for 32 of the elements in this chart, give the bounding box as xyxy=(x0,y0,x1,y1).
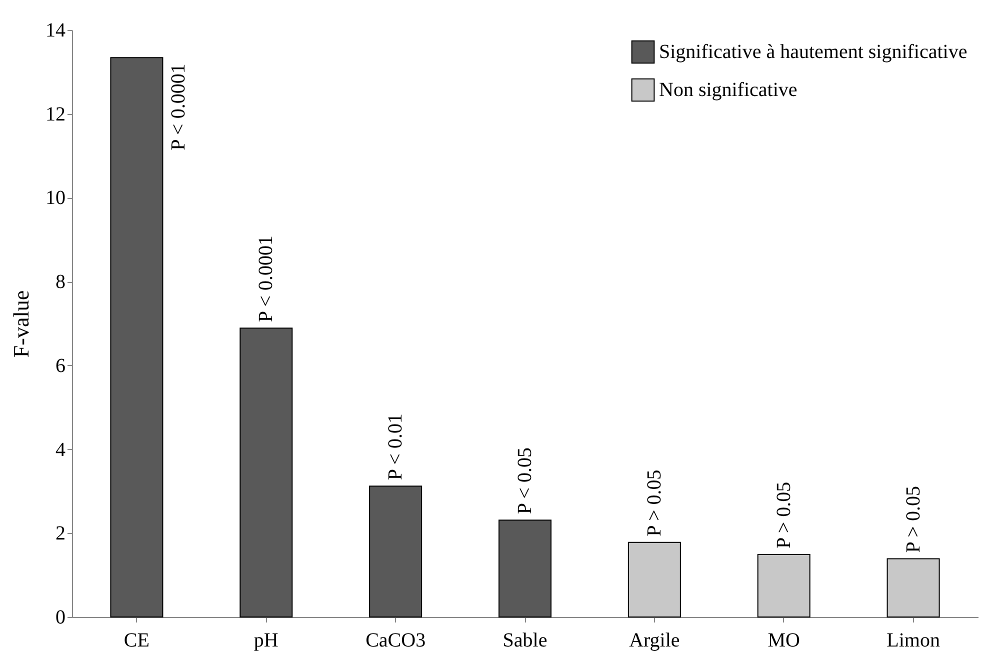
y-tick-label: 14 xyxy=(46,20,66,42)
x-tick-label: CaCO3 xyxy=(366,630,426,652)
x-tick-label: pH xyxy=(254,630,278,652)
y-tick-label: 4 xyxy=(56,438,66,461)
y-tick-label: 8 xyxy=(56,271,66,294)
y-tick-label: 0 xyxy=(56,606,66,628)
legend-label: Non significative xyxy=(659,79,798,101)
bar xyxy=(498,520,552,618)
bar xyxy=(240,328,293,618)
x-tick-label: Sable xyxy=(502,630,548,652)
y-tick-label: 6 xyxy=(56,354,66,377)
x-tick-label: MO xyxy=(768,630,800,652)
x-tick-label: Argile xyxy=(629,630,680,652)
text: P < 0.0001 xyxy=(255,235,278,322)
y-tick-label: 12 xyxy=(46,103,66,126)
x-tick-label: Limon xyxy=(886,630,940,652)
legend-label: Significative à hautement significative xyxy=(659,41,968,63)
bar xyxy=(757,554,810,618)
x-tick-label: CE xyxy=(124,630,150,652)
text: P < 0.0001 xyxy=(168,64,190,150)
bar xyxy=(110,57,164,618)
bar xyxy=(369,486,422,618)
y-tick-label: 2 xyxy=(56,522,66,545)
text: P > 0.05 xyxy=(902,486,924,553)
y-axis-title: F-value xyxy=(8,290,34,358)
bar xyxy=(628,542,681,618)
y-tick-label: 10 xyxy=(46,187,66,210)
bar xyxy=(886,558,940,618)
text: P < 0.01 xyxy=(384,414,407,480)
text: P > 0.05 xyxy=(643,470,666,536)
text: P > 0.05 xyxy=(772,482,795,549)
text: P < 0.05 xyxy=(514,447,536,514)
